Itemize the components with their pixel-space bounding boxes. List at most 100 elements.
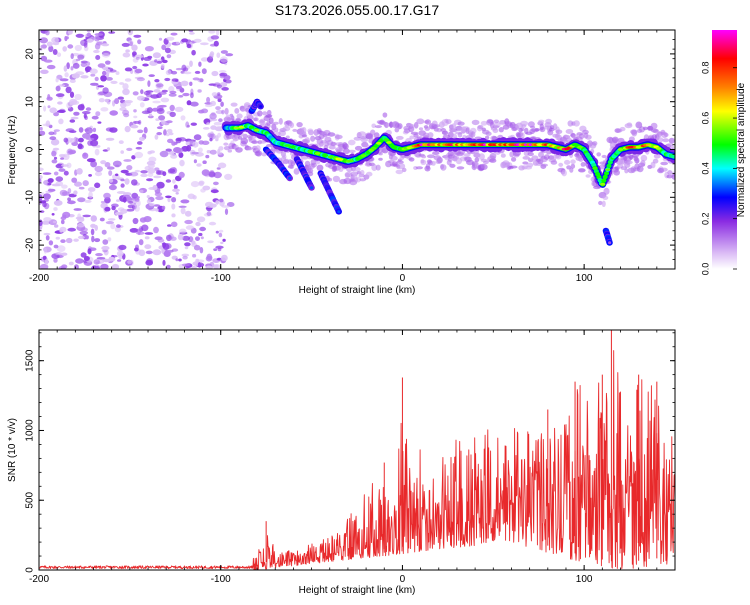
noise-blob <box>111 205 116 211</box>
noise-blob <box>73 238 79 242</box>
halo-blob <box>230 102 238 107</box>
ridge-core <box>322 154 329 157</box>
noise-blob <box>191 239 195 246</box>
noise-blob <box>106 68 111 74</box>
noise-blob <box>116 224 121 228</box>
noise-blob <box>178 95 184 98</box>
halo-blob <box>640 154 648 162</box>
halo-blob <box>293 168 300 175</box>
noise-blob <box>82 152 89 159</box>
noise-blob <box>143 91 151 96</box>
branch-core <box>288 176 292 180</box>
noise-blob <box>136 231 145 235</box>
noise-blob <box>67 200 76 205</box>
halo-blob <box>483 160 489 165</box>
halo-blob <box>493 119 500 124</box>
halo-blob <box>527 152 534 157</box>
halo-blob <box>235 147 243 153</box>
halo-blob <box>245 147 254 151</box>
noise-blob <box>172 188 180 192</box>
noise-blob <box>147 172 154 177</box>
noise-blob <box>134 151 144 159</box>
halo-blob <box>478 153 485 160</box>
noise-blob <box>69 79 76 83</box>
halo-blob <box>498 127 504 133</box>
ridge-core <box>373 144 380 148</box>
noise-blob <box>53 244 59 249</box>
colorbar-gradient <box>712 30 737 269</box>
halo-blob <box>360 169 365 176</box>
halo-blob <box>301 134 308 138</box>
halo-blob <box>307 168 314 174</box>
noise-blob <box>208 171 216 178</box>
halo-blob <box>310 135 316 142</box>
noise-blob <box>100 160 107 165</box>
halo-blob <box>226 117 233 121</box>
noise-blob <box>154 167 160 171</box>
noise-blob <box>180 115 186 121</box>
noise-blob <box>214 126 224 132</box>
halo-blob <box>227 149 232 153</box>
noise-blob <box>58 168 66 172</box>
noise-blob <box>186 124 190 128</box>
noise-blob <box>153 89 161 93</box>
noise-blob <box>124 125 131 133</box>
halo-blob <box>316 164 324 171</box>
halo-blob <box>332 175 341 183</box>
ridge-inner <box>671 154 675 159</box>
spectrogram-y-ticks: -20 -10 0 10 20 <box>25 29 675 270</box>
noise-blob <box>78 127 84 133</box>
noise-blob <box>175 79 179 82</box>
noise-blob <box>224 173 233 180</box>
noise-blob <box>54 224 59 228</box>
noise-blob <box>165 69 172 76</box>
noise-blob <box>139 189 144 194</box>
noise-blob <box>90 139 99 147</box>
noise-blob <box>220 101 224 107</box>
noise-blob <box>224 208 229 215</box>
noise-blob <box>182 255 188 260</box>
noise-blob <box>153 226 159 234</box>
noise-blob <box>71 73 80 79</box>
noise-blob <box>59 78 69 82</box>
noise-blob <box>186 140 195 145</box>
halo-blob <box>510 157 517 162</box>
noise-blob <box>220 50 228 54</box>
halo-blob <box>471 119 480 126</box>
noise-blob <box>68 261 74 266</box>
spectrogram-xlabel: Height of straight line (km) <box>299 285 416 296</box>
noise-blob <box>40 55 48 62</box>
noise-blob <box>122 52 131 58</box>
noise-blob <box>118 244 127 250</box>
noise-blob <box>206 122 211 125</box>
halo-blob <box>382 112 388 118</box>
halo-blob <box>354 167 361 172</box>
noise-blob <box>193 38 202 43</box>
noise-blob <box>75 33 85 38</box>
noise-blob <box>67 30 73 35</box>
noise-blob <box>61 264 68 269</box>
halo-blob <box>474 157 480 163</box>
halo-blob <box>457 132 463 138</box>
ridge-core <box>599 182 606 186</box>
noise-blob <box>104 196 111 204</box>
noise-blob <box>61 184 68 189</box>
noise-blob <box>119 82 124 85</box>
halo-blob <box>447 157 453 162</box>
halo-blob <box>266 109 272 116</box>
noise-blob <box>59 226 67 233</box>
noise-blob <box>125 49 130 53</box>
noise-blob <box>184 246 189 250</box>
noise-blob <box>158 37 163 41</box>
halo-blob <box>539 123 544 131</box>
noise-blob <box>171 213 176 218</box>
y-tick-label: 0 <box>25 567 36 573</box>
noise-blob <box>175 258 179 262</box>
noise-blob <box>214 82 221 85</box>
halo-blob <box>650 122 658 130</box>
halo-blob <box>410 124 415 128</box>
halo-blob <box>358 131 367 137</box>
noise-blob <box>84 199 92 203</box>
halo-blob <box>374 125 382 129</box>
snr-line <box>39 350 675 570</box>
